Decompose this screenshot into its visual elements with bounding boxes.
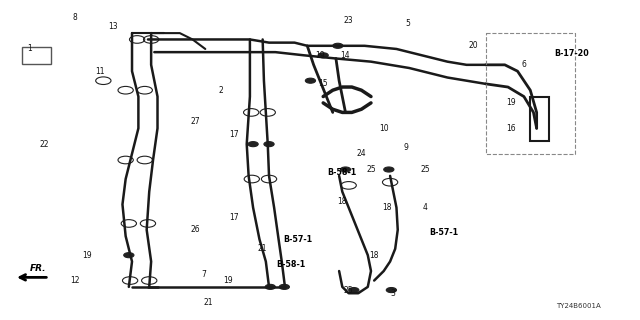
Text: 5: 5 [406,19,410,28]
Text: 2: 2 [219,86,223,95]
Text: 23: 23 [344,16,353,25]
Text: B-17-20: B-17-20 [554,49,589,58]
Text: 25: 25 [344,285,353,295]
Circle shape [340,167,351,172]
Text: 25: 25 [366,165,376,174]
Text: 12: 12 [70,276,79,285]
Text: FR.: FR. [30,264,47,273]
Text: 26: 26 [191,225,200,234]
Text: 4: 4 [422,203,428,212]
Text: 21: 21 [258,244,268,253]
Text: 22: 22 [40,140,49,148]
Text: 19: 19 [506,99,516,108]
Text: 3: 3 [391,289,396,298]
Circle shape [124,252,134,258]
Text: 1: 1 [28,44,33,53]
Text: 10: 10 [379,124,388,133]
Bar [22,47,51,64]
Circle shape [248,142,258,147]
Circle shape [384,167,394,172]
Text: 18: 18 [337,197,347,206]
Text: TY24B6001A: TY24B6001A [556,303,600,309]
Text: 21: 21 [204,298,213,307]
Text: 17: 17 [229,130,239,139]
Text: 16: 16 [506,124,516,133]
Circle shape [264,142,274,147]
Text: B-57-1: B-57-1 [429,228,459,237]
Text: 18: 18 [382,203,392,212]
Circle shape [333,43,343,48]
Text: 25: 25 [420,165,430,174]
Text: 8: 8 [72,13,77,22]
Text: 17: 17 [229,212,239,222]
Text: B-58-1: B-58-1 [276,260,306,269]
Circle shape [318,53,328,58]
Bar [531,97,549,141]
Text: 15: 15 [318,79,328,88]
Text: B-58-1: B-58-1 [328,168,357,177]
Text: 18: 18 [369,251,379,260]
Circle shape [279,284,289,289]
Circle shape [265,284,275,289]
Text: 7: 7 [202,270,207,279]
Text: 14: 14 [340,51,350,60]
Text: 24: 24 [356,149,366,158]
Text: 19: 19 [223,276,232,285]
Text: 27: 27 [191,117,200,126]
Circle shape [305,78,316,83]
Text: 11: 11 [95,67,105,76]
Text: 19: 19 [315,51,325,60]
Circle shape [387,288,396,292]
Text: 9: 9 [404,143,408,152]
Text: B-57-1: B-57-1 [283,235,312,244]
Text: 19: 19 [83,251,92,260]
Text: 6: 6 [522,60,526,69]
Circle shape [349,288,359,292]
Text: 13: 13 [108,22,118,31]
Text: 20: 20 [468,41,477,50]
